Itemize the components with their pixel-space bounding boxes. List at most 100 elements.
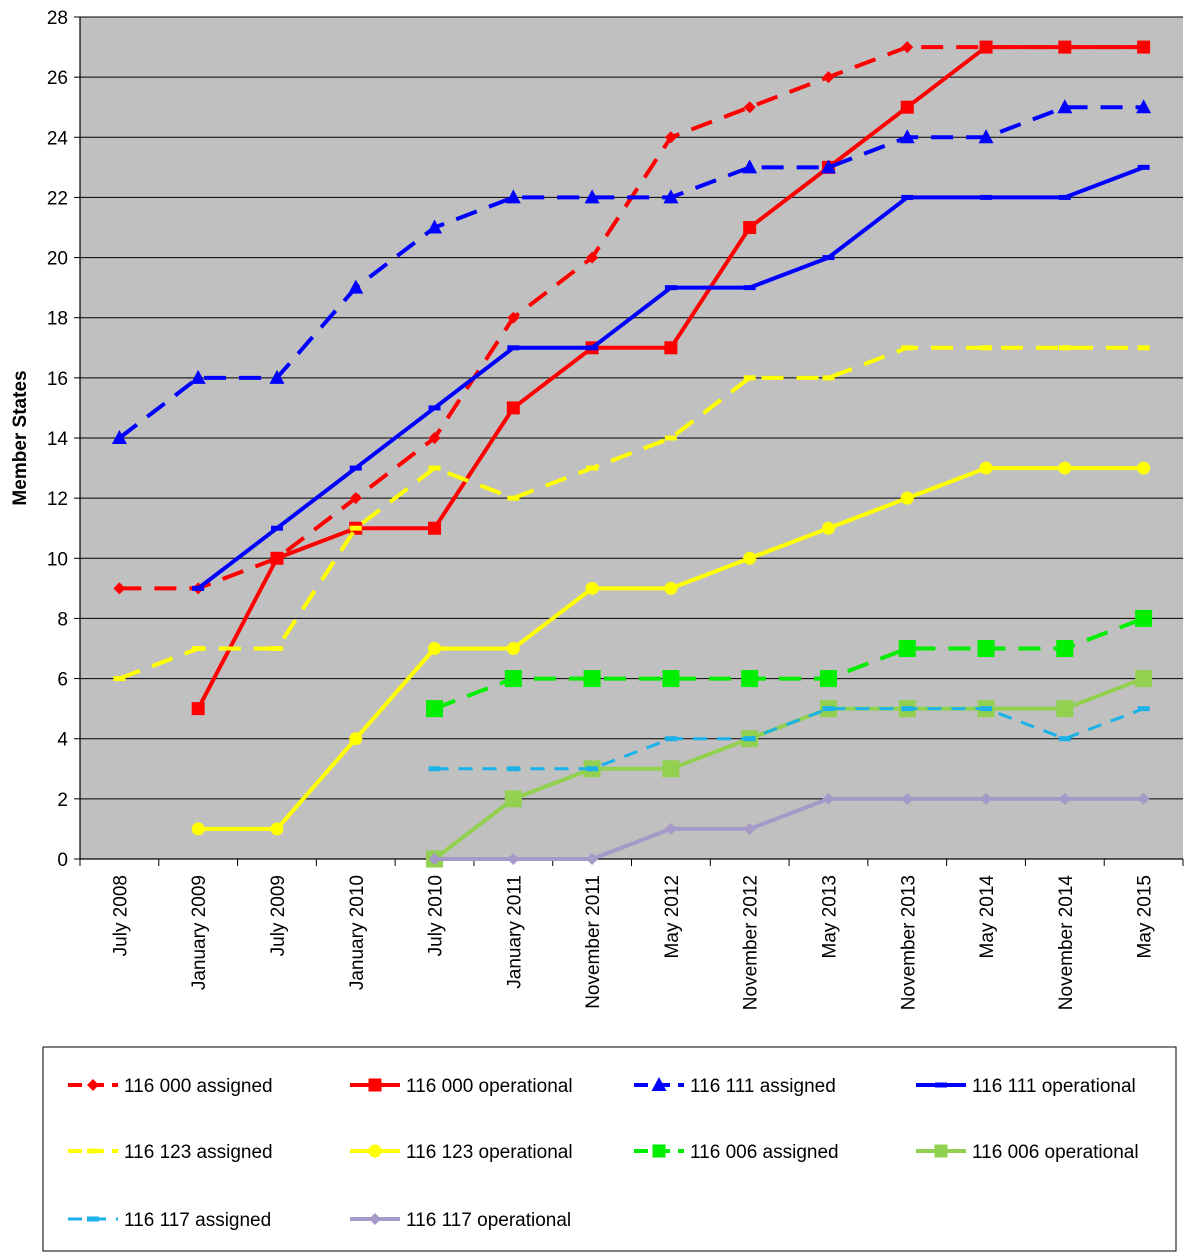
data-point [428, 766, 441, 772]
legend-entry: 116 006 assigned [634, 1142, 839, 1163]
data-point [822, 375, 835, 381]
data-point [743, 221, 757, 234]
data-point [349, 492, 362, 505]
legend-entry: 116 117 assigned [68, 1210, 271, 1231]
data-point [428, 642, 442, 655]
legend-marker [87, 1079, 99, 1091]
data-point [269, 369, 285, 384]
data-point [901, 194, 914, 200]
data-point [111, 430, 127, 444]
data-point [113, 676, 126, 682]
legend-entry: 116 123 operational [350, 1142, 573, 1163]
data-point [980, 792, 993, 805]
series-116-123-assigned [113, 345, 1150, 682]
data-point [900, 100, 914, 114]
legend [42, 1046, 1177, 1252]
series-116-111-assigned [111, 99, 1152, 444]
legend-label: 116 000 operational [406, 1076, 573, 1097]
y-tick-label: 20 [47, 249, 68, 270]
x-tick-label: May 2014 [977, 875, 998, 959]
data-point [664, 822, 677, 835]
x-tick-label: July 2010 [426, 875, 447, 956]
data-point [349, 732, 363, 746]
data-point [270, 822, 284, 836]
data-point [506, 401, 520, 415]
data-point [819, 670, 837, 688]
x-tick-label: May 2015 [1135, 875, 1156, 958]
data-point [898, 640, 916, 657]
data-point [664, 341, 678, 355]
series-line [433, 616, 1145, 711]
legend-marker [87, 1148, 99, 1154]
data-point [1137, 40, 1151, 54]
data-point [664, 581, 678, 595]
data-point [899, 129, 915, 144]
legend-marker [87, 1216, 99, 1222]
data-point [507, 495, 520, 501]
data-point [664, 285, 677, 291]
y-tick-label: 26 [47, 68, 68, 89]
data-point [349, 525, 362, 531]
data-point [586, 251, 599, 264]
data-point [901, 792, 914, 805]
x-tick-label: November 2012 [741, 875, 762, 1010]
data-point [662, 670, 680, 688]
data-point [507, 853, 520, 865]
data-point [1058, 194, 1071, 200]
data-point [741, 670, 759, 688]
y-tick-label: 2 [57, 790, 68, 811]
data-point [507, 345, 520, 351]
x-tick-label: May 2013 [819, 875, 840, 958]
data-point [505, 189, 521, 204]
legend-marker [652, 1144, 666, 1158]
data-point [980, 194, 993, 200]
data-point [428, 521, 442, 535]
data-point [1058, 40, 1072, 54]
x-tick-label: May 2012 [662, 875, 683, 958]
data-point [1137, 706, 1150, 712]
y-tick-label: 18 [47, 309, 68, 330]
x-tick-label: November 2013 [898, 875, 919, 1010]
x-tick-label: July 2009 [268, 875, 289, 956]
data-point [901, 706, 914, 712]
legend-label: 116 111 operational [972, 1076, 1136, 1097]
data-point [585, 581, 599, 595]
data-point [901, 345, 914, 351]
series-line [118, 345, 1144, 681]
series-116-006-assigned [426, 609, 1153, 718]
data-point [348, 279, 364, 294]
legend-marker [368, 1078, 382, 1092]
data-point [743, 736, 756, 742]
data-point [743, 551, 757, 565]
legend-entries: 116 000 assigned 116 000 operational 116 1… [68, 1076, 1139, 1231]
series-line [434, 707, 1145, 771]
data-point [1056, 700, 1074, 718]
data-point [664, 435, 677, 441]
data-point [586, 766, 599, 772]
data-point [584, 189, 600, 204]
data-point [977, 640, 995, 657]
data-point [979, 461, 993, 475]
x-tick-label: January 2011 [504, 875, 525, 989]
data-point [192, 646, 205, 651]
data-point [821, 521, 835, 535]
data-point [743, 822, 756, 835]
data-point [664, 131, 677, 144]
legend-marker [651, 1077, 667, 1091]
data-point [192, 585, 205, 591]
data-point [270, 525, 283, 531]
y-tick-label: 22 [47, 188, 68, 209]
legend-entry: 116 006 operational [916, 1142, 1139, 1163]
data-point [822, 792, 835, 805]
legend-entry: 116 117 operational [350, 1210, 571, 1231]
data-point [1136, 99, 1152, 114]
data-point [662, 760, 680, 778]
x-axis-ticks: July 2008 January 2009 July 2009 January 20… [79, 859, 1184, 1010]
data-point [507, 311, 520, 324]
data-point [349, 465, 362, 471]
data-point [900, 491, 914, 505]
data-point [428, 853, 441, 865]
data-point [586, 853, 599, 865]
y-tick-label: 14 [47, 429, 69, 450]
